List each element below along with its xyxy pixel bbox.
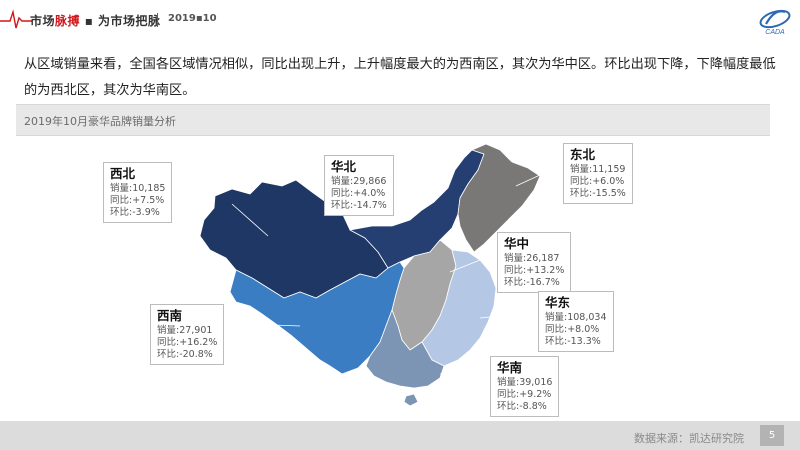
brand-title-part1: 市场 [30, 14, 56, 28]
region-sales: 销量:11,159 [570, 164, 626, 175]
header-date: 2019▪10 [168, 13, 217, 24]
region-label-northwest: 西北 销量:10,185 同比:+7.5% 环比:-3.9% [103, 162, 173, 223]
region-label-east: 华东 销量:108,034 同比:+8.0% 环比:-13.3% [538, 291, 614, 352]
region-mom: 环比:-15.5% [570, 188, 626, 199]
leader-line-north [409, 197, 413, 219]
region-name: 西北 [110, 166, 136, 181]
region-sales: 销量:108,034 [545, 312, 607, 323]
region-name: 华中 [504, 236, 530, 251]
region-yoy: 同比:+6.0% [570, 176, 625, 187]
region-sales: 销量:39,016 [497, 377, 553, 388]
region-name: 华东 [545, 295, 571, 310]
region-sales: 销量:26,187 [504, 253, 560, 264]
brand-title: 市场脉搏 ▪ 为市场把脉 [30, 12, 161, 29]
page-number: 5 [760, 425, 784, 446]
region-name: 华南 [497, 360, 523, 375]
region-mom: 环比:-8.8% [497, 401, 547, 412]
region-name: 西南 [157, 308, 183, 323]
region-label-southwest: 西南 销量:27,901 同比:+16.2% 环比:-20.8% [150, 304, 225, 365]
leader-line-northeast [515, 163, 565, 187]
logo-text: CADA [765, 29, 785, 36]
leader-line-east [479, 311, 541, 319]
region-name: 东北 [570, 147, 596, 162]
slide-footer: 数据来源：凯达研究院 5 [0, 421, 800, 450]
region-name: 华北 [331, 159, 357, 174]
data-source: 数据来源：凯达研究院 [634, 432, 744, 445]
region-yoy: 同比:+7.5% [110, 195, 165, 206]
region-label-south: 华南 销量:39,016 同比:+9.2% 环比:-8.8% [490, 356, 560, 417]
section-title: 2019年10月豪华品牌销量分析 [24, 115, 176, 128]
region-yoy: 同比:+13.2% [504, 265, 565, 276]
region-label-central: 华中 销量:26,187 同比:+13.2% 环比:-16.7% [497, 232, 572, 293]
region-yoy: 同比:+16.2% [157, 337, 218, 348]
intro-paragraph: 从区域销量来看，全国各区域情况相似，同比出现上升，上升幅度最大的为西南区，其次为… [24, 57, 776, 98]
region-yoy: 同比:+4.0% [331, 188, 386, 199]
region-yoy: 同比:+9.2% [497, 389, 552, 400]
brand-tagline: ▪ 为市场把脉 [84, 14, 161, 28]
region-south-island-shape [403, 393, 419, 407]
region-northeast-shape[interactable] [457, 143, 541, 253]
leader-line-northwest [231, 203, 269, 237]
leader-line-south [439, 371, 495, 375]
brand-title-part2: 脉搏 [55, 14, 81, 28]
region-mom: 环比:-20.8% [157, 349, 213, 360]
china-region-map [199, 143, 565, 407]
region-mom: 环比:-13.3% [545, 336, 601, 347]
region-south-shape[interactable] [365, 309, 445, 389]
region-mom: 环比:-3.9% [110, 207, 160, 218]
cada-logo-icon: CADA [759, 9, 791, 36]
region-east-shape[interactable] [421, 249, 497, 367]
region-sales: 销量:10,185 [110, 183, 166, 194]
region-label-north: 华北 销量:29,866 同比:+4.0% 环比:-14.7% [324, 155, 394, 216]
region-yoy: 同比:+8.0% [545, 324, 600, 335]
header-divider [157, 13, 158, 27]
leader-line-central [449, 251, 501, 273]
pulse-line-icon [0, 9, 32, 29]
region-mom: 环比:-14.7% [331, 200, 387, 211]
section-banner: 2019年10月豪华品牌销量分析 [16, 104, 770, 136]
region-sales: 销量:27,901 [157, 325, 213, 336]
region-sales: 销量:29,866 [331, 176, 387, 187]
slide-header: 市场脉搏 ▪ 为市场把脉 2019▪10 CADA [0, 0, 800, 40]
leader-lines [231, 163, 565, 375]
region-mom: 环比:-16.7% [504, 277, 560, 288]
region-label-northeast: 东北 销量:11,159 同比:+6.0% 环比:-15.5% [563, 143, 633, 204]
leader-line-southwest [243, 323, 301, 327]
